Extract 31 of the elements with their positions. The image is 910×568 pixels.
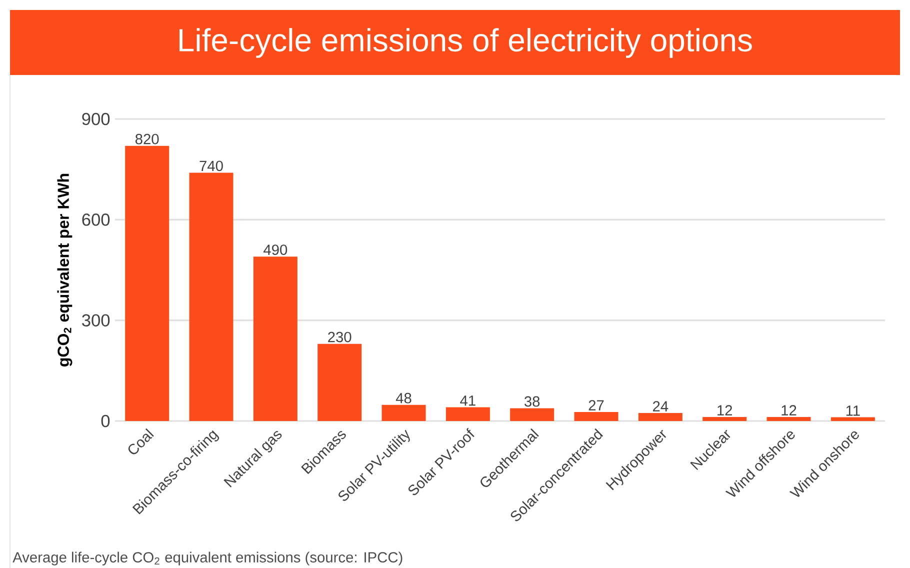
bar bbox=[253, 256, 298, 421]
y-tick-label: 600 bbox=[82, 214, 110, 226]
bar bbox=[318, 344, 362, 421]
y-tick-label: 300 bbox=[82, 314, 110, 326]
bar bbox=[510, 408, 554, 421]
data-label: 27 bbox=[588, 400, 604, 410]
data-label: 230 bbox=[328, 332, 352, 342]
data-label: 490 bbox=[264, 244, 288, 255]
data-label: 12 bbox=[782, 405, 796, 416]
bar bbox=[830, 417, 875, 421]
text: Average life-cycle CO$_{2}$ equivalent emissions (source: IPCC) bbox=[12, 552, 402, 566]
bar bbox=[382, 404, 426, 421]
data-label: 11 bbox=[846, 406, 860, 416]
chart-title: Life-cycle emissions of electricity options bbox=[180, 28, 752, 58]
bar bbox=[638, 412, 682, 421]
y-tick-label: 0 bbox=[101, 414, 110, 428]
bar bbox=[766, 416, 811, 421]
y-axis-title: gCO$_{2}$ equivalent per KWh bbox=[57, 174, 72, 366]
bar bbox=[446, 407, 490, 421]
data-label: 12 bbox=[718, 405, 732, 416]
bar bbox=[189, 172, 234, 421]
data-label: 740 bbox=[200, 160, 223, 172]
data-label: 48 bbox=[396, 392, 412, 404]
bar bbox=[702, 416, 747, 421]
data-label: 38 bbox=[524, 396, 540, 407]
data-label: 24 bbox=[653, 401, 668, 412]
data-label: 820 bbox=[135, 134, 159, 144]
data-label: 41 bbox=[460, 396, 476, 406]
bar bbox=[574, 412, 618, 421]
bar bbox=[125, 146, 170, 421]
y-tick-label: 900 bbox=[82, 112, 110, 126]
